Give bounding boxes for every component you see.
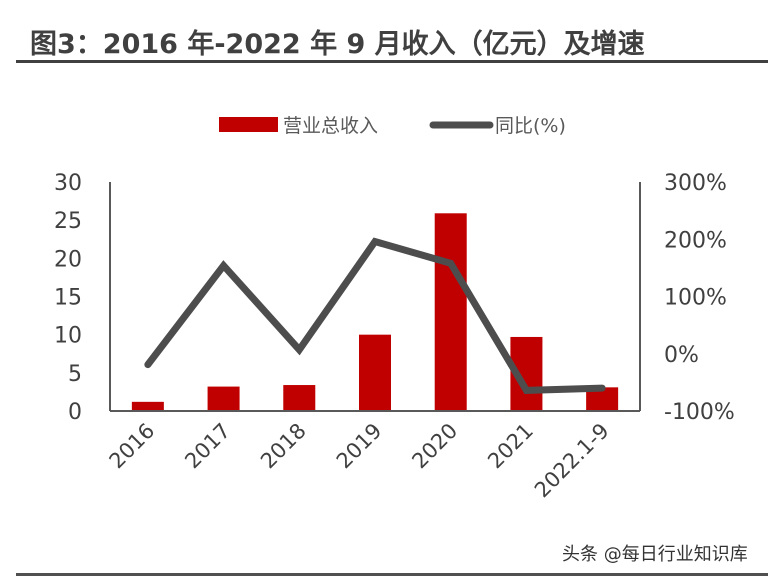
x-tick-label: 2019 bbox=[332, 419, 387, 474]
right-tick-label: 0% bbox=[664, 343, 699, 368]
chart-legend: 营业总收入 同比(%) bbox=[219, 115, 566, 137]
x-tick-label: 2017 bbox=[180, 419, 235, 474]
figure-title: 图3：2016 年-2022 年 9 月收入（亿元）及增速 bbox=[30, 29, 645, 60]
left-tick-label: 20 bbox=[54, 247, 82, 272]
left-tick-label: 30 bbox=[54, 171, 82, 196]
yoy-line bbox=[144, 237, 606, 394]
right-tick-label: 100% bbox=[664, 286, 727, 311]
revenue-bars bbox=[131, 213, 619, 411]
left-tick-label: 25 bbox=[54, 209, 82, 234]
left-tick-label: 0 bbox=[68, 400, 82, 425]
watermark: 头条 @每日行业知识库 bbox=[562, 544, 748, 565]
revenue-bar bbox=[359, 334, 391, 411]
x-tick-label: 2018 bbox=[256, 419, 311, 474]
legend-line-label: 同比(%) bbox=[495, 115, 566, 137]
x-tick-label: 2020 bbox=[407, 419, 462, 474]
x-tick-label: 2021 bbox=[483, 419, 538, 474]
x-tick-label: 2022.1-9 bbox=[530, 419, 614, 503]
revenue-bar bbox=[207, 386, 240, 411]
left-tick-label: 5 bbox=[68, 362, 82, 387]
right-tick-label: -100% bbox=[664, 400, 735, 425]
title-underline bbox=[16, 60, 768, 63]
revenue-bar bbox=[586, 387, 619, 411]
right-tick-label: 200% bbox=[664, 228, 727, 253]
right-tick-label: 300% bbox=[664, 171, 727, 196]
yoy-growth-line bbox=[144, 237, 606, 394]
legend-bar-swatch bbox=[219, 117, 278, 132]
bottom-rule bbox=[16, 573, 768, 576]
legend-bar-label: 营业总收入 bbox=[283, 115, 378, 137]
right-y-axis: 300% 200% 100% 0% -100% bbox=[664, 171, 735, 425]
revenue-bar bbox=[434, 213, 467, 411]
left-y-axis: 30 25 20 15 10 5 0 bbox=[54, 171, 82, 425]
x-tick-label: 2016 bbox=[105, 419, 160, 474]
revenue-bar bbox=[283, 385, 316, 411]
left-tick-label: 15 bbox=[54, 286, 82, 311]
left-tick-label: 10 bbox=[54, 324, 82, 349]
revenue-bar bbox=[131, 401, 164, 411]
